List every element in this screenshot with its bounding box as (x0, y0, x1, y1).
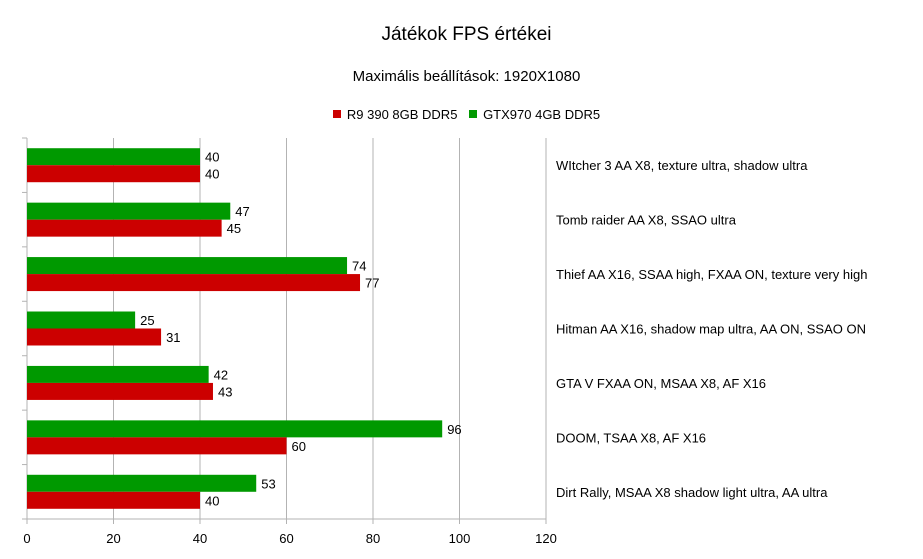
data-label-gtx970: 25 (140, 313, 154, 328)
data-label-r9-390: 43 (218, 384, 232, 399)
legend-swatch-gtx (469, 110, 478, 118)
bar-r9-390 (27, 491, 200, 509)
data-label-r9-390: 45 (227, 221, 241, 236)
x-tick-label: 40 (193, 531, 207, 546)
x-tick-label: 20 (106, 531, 120, 546)
bar-r9-390 (27, 328, 162, 346)
bar-r9-390 (27, 382, 213, 400)
category-label: Tomb raider AA X8, SSAO ultra (556, 213, 737, 228)
data-label-r9-390: 40 (205, 493, 219, 508)
data-label-r9-390: 31 (166, 330, 180, 345)
legend-label-gtx: GTX970 4GB DDR5 (483, 106, 601, 122)
category-label: Thief AA X16, SSAA high, FXAA ON, textur… (556, 267, 867, 282)
data-label-r9-390: 40 (205, 167, 219, 182)
bar-gtx970 (27, 148, 200, 166)
x-tick-label: 60 (279, 531, 293, 546)
data-label-gtx970: 53 (261, 476, 275, 491)
bar-gtx970 (27, 257, 348, 275)
chart-title: Játékok FPS értékei (381, 24, 552, 45)
category-label: DOOM, TSAA X8, AF X16 (556, 430, 706, 445)
bar-gtx970 (27, 202, 231, 220)
x-tick-label: 100 (449, 531, 471, 546)
data-label-gtx970: 47 (235, 204, 249, 219)
data-label-r9-390: 60 (292, 439, 306, 454)
chart-subtitle: Maximális beállítások: 1920X1080 (352, 68, 581, 85)
x-tick-label: 80 (366, 531, 380, 546)
category-label: Dirt Rally, MSAA X8 shadow light ultra, … (556, 485, 828, 500)
bar-r9-390 (27, 165, 200, 183)
bar-gtx970 (27, 365, 209, 383)
bar-r9-390 (27, 219, 222, 237)
category-label: GTA V FXAA ON, MSAA X8, AF X16 (556, 376, 766, 391)
data-label-gtx970: 96 (447, 422, 461, 437)
bar-gtx970 (27, 420, 443, 438)
bar-r9-390 (27, 274, 361, 292)
data-label-gtx970: 40 (205, 150, 219, 165)
legend-item-gtx: GTX970 4GB DDR5 (469, 107, 600, 122)
category-label: Hitman AA X16, shadow map ultra, AA ON, … (556, 322, 866, 337)
bar-gtx970 (27, 474, 257, 492)
bar-r9-390 (27, 437, 287, 455)
legend: R9 390 8GB DDR5 GTX970 4GB DDR5 (0, 106, 923, 122)
legend-swatch-r9 (332, 110, 341, 118)
legend-label-r9: R9 390 8GB DDR5 (346, 106, 458, 122)
category-label: WItcher 3 AA X8, texture ultra, shadow u… (556, 158, 808, 173)
x-tick-label: 120 (535, 531, 557, 546)
bar-gtx970 (27, 311, 136, 329)
data-label-r9-390: 77 (365, 276, 379, 291)
x-tick-label: 0 (23, 531, 30, 546)
legend-item-r9: R9 390 8GB DDR5 (332, 106, 458, 122)
data-label-gtx970: 74 (352, 259, 366, 274)
data-label-gtx970: 42 (214, 367, 228, 382)
